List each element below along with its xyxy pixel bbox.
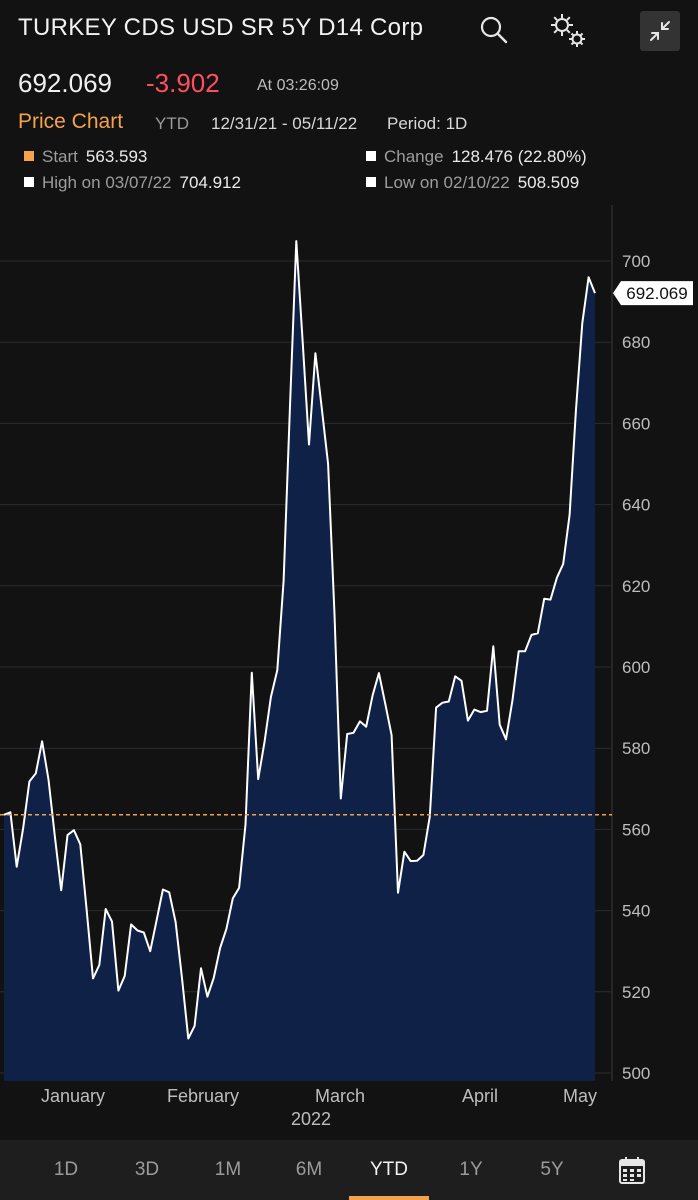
collapse-icon[interactable] [640, 11, 680, 51]
y-tick-label: 700 [622, 252, 650, 271]
high-marker-icon [24, 177, 34, 187]
stat-low: Low on 02/10/22 508.509 [366, 173, 579, 193]
tab-1m[interactable]: 1M [214, 1159, 242, 1180]
low-marker-icon [366, 177, 376, 187]
period-label[interactable]: Period: 1D [387, 114, 468, 133]
stat-low-value: 508.509 [517, 173, 580, 192]
y-tick-label: 560 [622, 820, 650, 839]
tab-6m[interactable]: 6M [295, 1159, 323, 1180]
y-tick-label: 580 [622, 739, 650, 758]
last-value-box [613, 281, 693, 306]
change-marker-icon [366, 151, 376, 161]
timestamp: At 03:26:09 [257, 77, 339, 94]
search-icon[interactable] [476, 12, 512, 48]
x-tick-label: January [41, 1086, 105, 1106]
stat-start-value: 563.593 [85, 147, 148, 166]
y-tick-label: 540 [622, 902, 650, 921]
range-tab-bar: 1D 3D 1M 6M YTD 1Y 5Y [0, 1140, 698, 1200]
stat-low-label: Low on 02/10/22 [384, 173, 510, 192]
price-line [3, 240, 596, 1040]
y-tick-label: 680 [622, 333, 650, 352]
y-tick-label: 640 [622, 496, 650, 515]
tab-1y[interactable]: 1Y [459, 1159, 483, 1180]
y-tick-label: 500 [622, 1064, 650, 1083]
range-label[interactable]: YTD [155, 114, 189, 133]
start-marker-icon [24, 151, 34, 161]
date-range: 12/31/21 - 05/11/22 [211, 114, 358, 133]
stat-start-label: Start [42, 147, 78, 166]
price-chart-label: Price Chart [18, 110, 124, 133]
stat-high-value: 704.912 [179, 173, 241, 192]
x-tick-label: May [563, 1086, 597, 1106]
last-price: 692.069 [18, 68, 112, 98]
x-tick-label: April [462, 1086, 498, 1106]
chart-header: Price Chart YTD 12/31/21 - 05/11/22 Peri… [0, 108, 698, 136]
x-tick-label: February [167, 1086, 239, 1106]
stat-change: Change 128.476 (22.80%) [366, 147, 587, 167]
last-value-label: 692.069 [613, 281, 693, 306]
x-tick-label: March [315, 1086, 365, 1106]
tab-1d[interactable]: 1D [53, 1159, 79, 1180]
year-label: 2022 [291, 1109, 331, 1129]
price-area [4, 241, 595, 1082]
gear-icon[interactable] [546, 10, 590, 50]
tab-ytd[interactable]: YTD [349, 1140, 429, 1200]
tab-3d[interactable]: 3D [134, 1159, 160, 1180]
calendar-icon[interactable] [612, 1140, 652, 1200]
stat-high: High on 03/07/22 704.912 [24, 173, 241, 193]
security-title: TURKEY CDS USD SR 5Y D14 Corp [18, 14, 424, 41]
price-chart[interactable]: 500 520 540 560 580 600 620 640 660 680 700 Januar… [0, 205, 698, 1135]
y-tick-label: 660 [622, 414, 650, 433]
y-tick-label: 620 [622, 577, 650, 596]
stat-change-value: 128.476 (22.80%) [451, 147, 587, 166]
stat-change-label: Change [384, 147, 444, 166]
net-change: -3.902 [146, 68, 220, 98]
last-value-text: 692.069 [626, 284, 687, 303]
y-tick-label: 600 [622, 658, 650, 677]
y-tick-label: 520 [622, 983, 650, 1002]
tab-5y[interactable]: 5Y [540, 1159, 564, 1180]
stat-high-label: High on 03/07/22 [42, 173, 172, 192]
stat-start: Start 563.593 [24, 147, 147, 167]
